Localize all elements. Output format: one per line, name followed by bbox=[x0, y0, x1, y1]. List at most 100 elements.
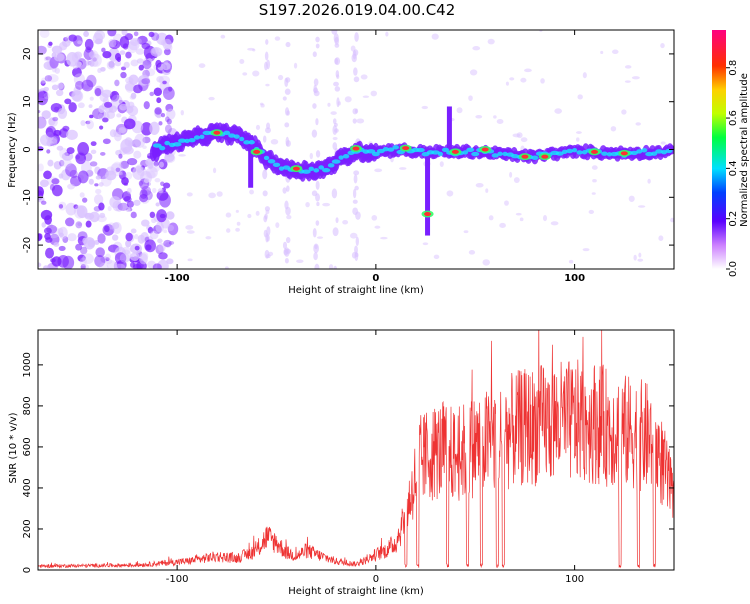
spectrogram-faint-dot bbox=[631, 76, 640, 80]
spectrogram-faint-dot bbox=[180, 109, 184, 116]
spectrogram-noise-blob bbox=[77, 141, 90, 156]
spectrogram-streak bbox=[351, 53, 357, 63]
spectrogram-noise-blob bbox=[41, 77, 47, 84]
spectrogram-ridge-core bbox=[172, 142, 182, 147]
spectrogram-noise-blob bbox=[46, 149, 51, 154]
spectrogram-noise-blob bbox=[41, 222, 46, 228]
spectrogram-noise-blob bbox=[45, 237, 53, 243]
spectrogram-noise-blob bbox=[67, 183, 75, 190]
spectrogram-noise-blob bbox=[166, 118, 172, 125]
spectrogram-xtick-label: 0 bbox=[372, 273, 379, 284]
spectrogram-noise-blob bbox=[140, 219, 150, 227]
spectrogram-noise-blob bbox=[140, 122, 153, 136]
spectrogram-streak bbox=[263, 215, 268, 223]
colorbar-tick-label: 0.6 bbox=[728, 110, 739, 126]
spectrogram-faint-dot bbox=[224, 266, 229, 269]
spectrogram-noise-blob bbox=[43, 92, 50, 100]
spectrogram-faint-dot bbox=[582, 248, 590, 252]
spectrogram-faint-dot bbox=[374, 168, 383, 173]
spectrogram-streak bbox=[334, 57, 341, 66]
spectrogram-noise-blob bbox=[112, 222, 120, 229]
spectrogram-faint-dot bbox=[431, 33, 439, 40]
spectrogram-faint-dot bbox=[588, 209, 595, 214]
snr-xlabel: Height of straight line (km) bbox=[288, 586, 424, 597]
spectrogram-noise-blob bbox=[102, 117, 109, 123]
spectrogram-faint-dot bbox=[247, 213, 252, 219]
spectrogram-streak bbox=[332, 142, 338, 150]
snr-ytick-label: 1000 bbox=[22, 352, 33, 377]
spectrogram-noise-blob bbox=[51, 45, 63, 54]
spectrogram-noise-blob bbox=[158, 121, 163, 126]
spectrogram-noise-blob bbox=[118, 153, 123, 159]
spectrogram-noise-blob bbox=[165, 116, 170, 123]
spectrogram-noise-blob bbox=[130, 228, 137, 234]
spectrogram-streak bbox=[265, 39, 269, 45]
spectrogram-noise-blob bbox=[39, 30, 50, 38]
spectrogram-streak bbox=[352, 188, 357, 199]
spectrogram-noise-blob bbox=[117, 202, 129, 211]
spectrogram-faint-dot bbox=[350, 45, 356, 52]
spectrogram-noise-blob bbox=[138, 180, 144, 186]
spectrogram-faint-dot bbox=[268, 251, 274, 256]
spectrogram-noise-blob bbox=[146, 58, 153, 64]
spectrogram-noise-blob bbox=[38, 233, 42, 242]
spectrogram-faint-dot bbox=[660, 43, 665, 49]
spectrogram-noise-blob bbox=[60, 169, 71, 181]
spectrogram-ridge-core bbox=[531, 155, 539, 160]
spectrogram-noise-blob bbox=[137, 35, 148, 45]
spectrogram-noise-blob bbox=[38, 116, 47, 129]
spectrogram-noise-blob bbox=[126, 158, 138, 166]
spectrogram-noise-blob bbox=[68, 34, 78, 42]
spectrogram-ridge-core bbox=[228, 133, 236, 138]
spectrogram-faint-dot bbox=[337, 101, 341, 106]
spectrogram-noise-blob bbox=[143, 178, 150, 184]
spectrogram-noise-blob bbox=[74, 80, 84, 90]
spectrogram-noise-blob bbox=[77, 222, 83, 227]
spectrogram-faint-dot bbox=[496, 118, 504, 124]
spectrogram-noise-blob bbox=[38, 45, 47, 55]
spectrogram-noise-blob bbox=[149, 211, 156, 219]
spectrogram-noise-blob bbox=[125, 240, 132, 248]
spectrogram-ridge-core bbox=[301, 169, 311, 174]
spectrogram-faint-dot bbox=[472, 46, 481, 51]
spectrogram-ridge-core bbox=[243, 140, 251, 145]
spectrogram-noise-blob bbox=[75, 221, 83, 229]
spectrogram-spike bbox=[425, 149, 431, 236]
snr-series-line bbox=[38, 330, 674, 569]
spectrogram-streak bbox=[313, 78, 319, 86]
spectrogram-faint-dot bbox=[265, 209, 270, 215]
spectrogram-noise-blob bbox=[116, 56, 122, 63]
spectrogram-noise-blob bbox=[102, 51, 112, 59]
spectrogram-faint-dot bbox=[591, 192, 596, 195]
spectrogram-faint-dot bbox=[638, 252, 642, 258]
spectrogram-faint-dot bbox=[186, 192, 193, 197]
spectrogram-noise-blob bbox=[135, 38, 142, 45]
spectrogram-streak bbox=[285, 237, 291, 244]
spectrogram-noise-blob bbox=[40, 200, 47, 205]
spectrogram-noise-blob bbox=[119, 103, 128, 111]
spectrogram-noise-blob bbox=[100, 151, 106, 156]
spectrogram-faint-dot bbox=[637, 258, 644, 262]
spectrogram-spike bbox=[248, 135, 254, 188]
spectrogram-streak bbox=[282, 96, 287, 101]
spectrogram-faint-dot bbox=[520, 137, 528, 143]
spectrogram-noise-blob bbox=[105, 170, 117, 181]
spectrogram-streak bbox=[314, 244, 318, 250]
spectrogram-noise-blob bbox=[40, 79, 46, 85]
spectrogram-noise-blob bbox=[145, 158, 154, 166]
spectrogram-noise-blob bbox=[43, 227, 52, 235]
spectrogram-faint-dot bbox=[482, 259, 491, 266]
spectrogram-noise-blob bbox=[125, 207, 131, 212]
spectrogram-noise-blob bbox=[130, 211, 137, 219]
spectrogram-ytick-label: -10 bbox=[22, 189, 33, 205]
spectrogram-streak bbox=[264, 61, 268, 71]
figure-title: S197.2026.019.04.00.C42 bbox=[259, 1, 456, 19]
spectrogram-faint-dot bbox=[468, 95, 473, 101]
spectrogram-faint-dot bbox=[513, 177, 520, 183]
colorbar: 0.0 0.2 0.4 0.6 0.8 Normalized spectral ampl… bbox=[712, 30, 750, 277]
spectrogram-streak bbox=[316, 201, 320, 207]
spectrogram-noise-blob bbox=[121, 177, 129, 186]
spectrogram-noise-blob bbox=[135, 48, 145, 55]
spectrogram-ridge-core bbox=[572, 147, 578, 153]
spectrogram-noise-blob bbox=[64, 98, 72, 105]
